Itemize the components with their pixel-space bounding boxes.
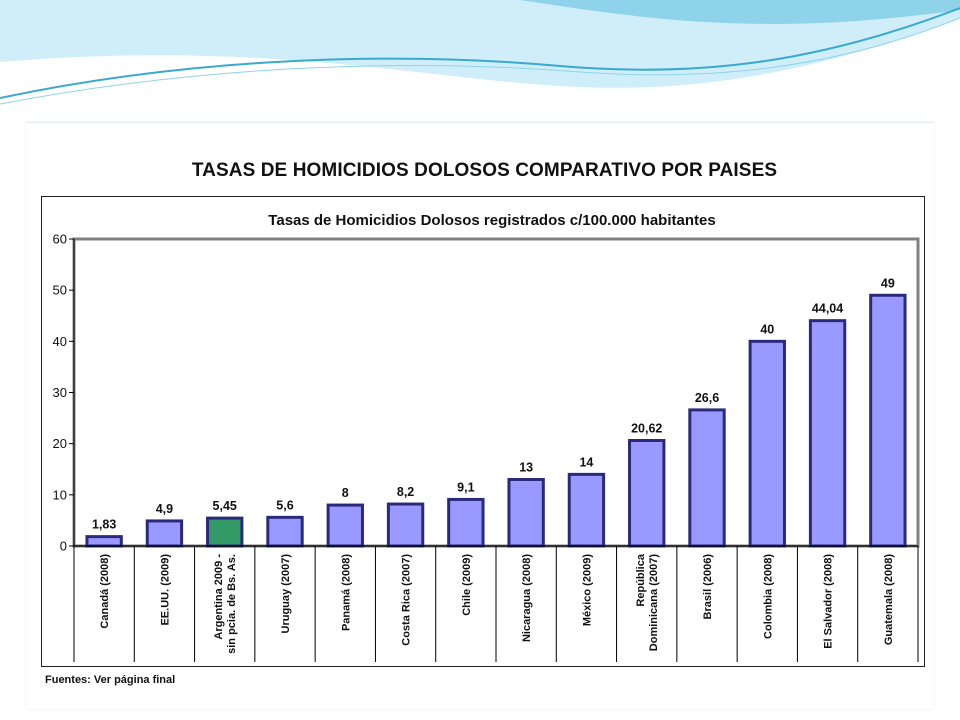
x-tick-label: Nicaragua (2008): [521, 554, 533, 642]
y-tick-label: 10: [53, 487, 67, 502]
data-label: 8,2: [397, 485, 414, 499]
bar: [326, 503, 364, 548]
bar: [507, 477, 545, 548]
data-label: 8: [342, 486, 349, 500]
bar: [748, 339, 786, 548]
bar: [85, 535, 123, 548]
x-tick-label: EE.UU. (2009): [159, 554, 171, 626]
wave-band-mid: [0, 0, 960, 24]
y-tick-label: 0: [60, 539, 67, 554]
x-tick-label: Brasil (2006): [702, 554, 714, 620]
bar: [206, 516, 244, 548]
y-tick-label: 50: [53, 283, 67, 298]
y-tick-label: 30: [53, 385, 67, 400]
wave-decoration: [0, 0, 960, 105]
data-label: 4,9: [156, 502, 173, 516]
bar: [266, 515, 304, 548]
bar-chart: Tasas de Homicidios Dolosos registrados …: [53, 212, 920, 662]
x-tick-label: Colombia (2008): [762, 554, 774, 639]
wave-curve-thin: [0, 17, 960, 105]
x-tick-label: Guatemala (2008): [883, 554, 895, 645]
chart-frame: Tasas de Homicidios Dolosos registrados …: [41, 196, 925, 667]
bar: [808, 319, 847, 548]
x-tick-label: Dominicana (2007): [648, 554, 660, 652]
bar: [145, 519, 184, 548]
x-tick-label: Canadá (2008): [99, 554, 111, 629]
data-label: 13: [519, 460, 533, 474]
chart-title: Tasas de Homicidios Dolosos registrados …: [268, 212, 715, 229]
data-label: 14: [579, 455, 593, 469]
bar: [628, 438, 666, 548]
data-label: 49: [881, 276, 895, 290]
wave-curve-dark: [0, 7, 960, 99]
x-tick-label: México (2009): [581, 554, 593, 626]
bar: [447, 497, 485, 548]
y-tick-label: 40: [53, 334, 67, 349]
data-label: 20,62: [631, 421, 662, 435]
x-tick-label: Chile (2009): [461, 554, 473, 616]
x-tick-label: El Salvador (2008): [823, 554, 835, 649]
y-tick-label: 20: [53, 436, 67, 451]
data-label: 40: [760, 322, 774, 336]
data-label: 9,1: [457, 480, 474, 494]
bar: [386, 502, 425, 548]
x-tick-label: Costa Rica (2007): [401, 554, 413, 646]
source-note: Fuentes: Ver página final: [45, 674, 176, 686]
data-label: 5,6: [276, 498, 293, 512]
x-tick-label: sin pcia. de Bs. As.: [226, 554, 238, 654]
page-title: TASAS DE HOMICIDIOS DOLOSOS COMPARATIVO …: [191, 160, 778, 181]
x-tick-label: República: [635, 553, 647, 606]
data-label: 5,45: [213, 499, 237, 513]
x-tick-label: Panamá (2008): [340, 554, 352, 631]
data-label: 44,04: [812, 302, 843, 316]
data-label: 1,83: [92, 518, 116, 532]
bar: [688, 408, 726, 548]
x-tick-label: Uruguay (2007): [280, 554, 292, 634]
bar: [869, 293, 907, 548]
x-tick-label: Argentina 2009 -: [213, 554, 225, 640]
data-label: 26,6: [695, 391, 719, 405]
plot-area: [72, 237, 920, 548]
y-tick-label: 60: [53, 232, 67, 247]
bar: [567, 472, 606, 548]
